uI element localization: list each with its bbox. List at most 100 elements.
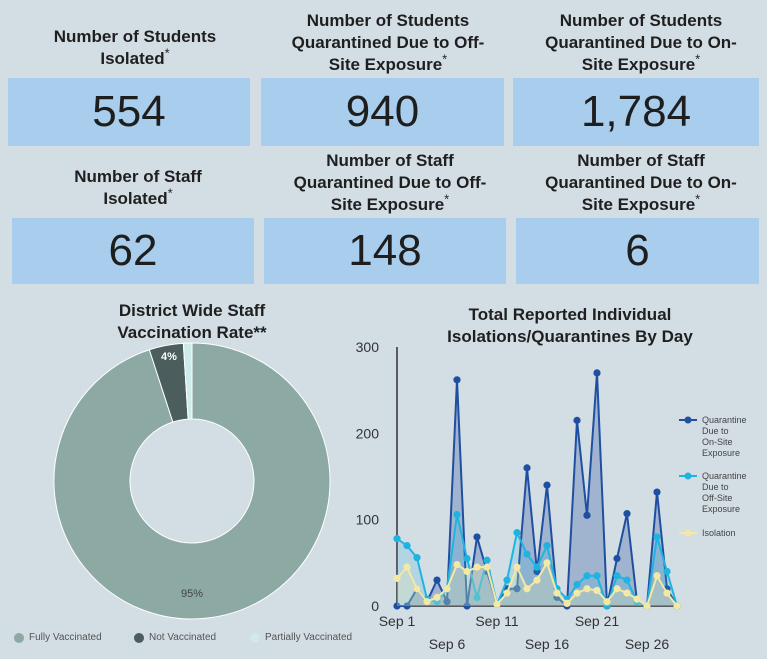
card-title: Number of Staff Quarantined Due to Off-S… <box>293 151 487 214</box>
data-point[interactable] <box>393 535 401 543</box>
data-point[interactable] <box>663 589 671 597</box>
card-title: Number of Staff Isolated* <box>74 167 202 208</box>
x-tick-label: Sep 21 <box>575 613 620 629</box>
data-point[interactable] <box>583 585 591 593</box>
data-point[interactable] <box>523 464 531 472</box>
data-point[interactable] <box>403 541 411 550</box>
data-point[interactable] <box>473 593 481 601</box>
x-tick-label: Sep 6 <box>429 636 466 652</box>
data-point[interactable] <box>513 529 521 537</box>
data-point[interactable] <box>433 593 441 601</box>
legend-swatch <box>684 529 692 537</box>
data-point[interactable] <box>533 576 541 584</box>
data-point[interactable] <box>603 598 611 606</box>
card-value: 1,784 <box>513 78 759 146</box>
data-point[interactable] <box>543 481 551 489</box>
data-point[interactable] <box>483 563 491 571</box>
data-point[interactable] <box>643 602 651 610</box>
data-point[interactable] <box>393 602 401 610</box>
data-point[interactable] <box>613 585 621 593</box>
legend-item[interactable]: Quarantine Due to Off-Site Exposure <box>679 471 747 514</box>
data-point[interactable] <box>533 563 541 571</box>
card-value: 940 <box>261 78 504 146</box>
card-title: Number of Students Quarantined Due to On… <box>545 11 737 74</box>
data-point[interactable] <box>453 376 461 384</box>
legend-swatch <box>684 472 692 480</box>
data-point[interactable] <box>523 550 531 558</box>
data-point[interactable] <box>513 585 521 593</box>
data-point[interactable] <box>423 598 431 606</box>
data-point[interactable] <box>613 554 621 563</box>
data-point[interactable] <box>543 541 551 550</box>
donut-slice[interactable] <box>53 342 331 620</box>
data-point[interactable] <box>593 572 601 580</box>
data-point[interactable] <box>403 602 411 610</box>
data-point[interactable] <box>483 556 491 564</box>
x-tick-label: Sep 16 <box>525 636 570 652</box>
y-tick-label: 0 <box>371 598 379 614</box>
data-point[interactable] <box>503 576 511 584</box>
legend-item[interactable]: Partially Vaccinated <box>250 632 352 643</box>
legend-label: Fully Vaccinated <box>29 632 102 643</box>
x-tick-label: Sep 1 <box>379 613 416 629</box>
donut-chart-title: District Wide Staff Vaccination Rate** <box>117 301 267 342</box>
data-point[interactable] <box>473 563 481 571</box>
data-point[interactable] <box>553 589 561 597</box>
data-point[interactable] <box>593 369 601 377</box>
data-point[interactable] <box>453 560 461 569</box>
data-point[interactable] <box>543 559 551 567</box>
data-point[interactable] <box>583 511 591 519</box>
data-point[interactable] <box>523 585 531 593</box>
data-point[interactable] <box>493 600 501 608</box>
data-point[interactable] <box>433 576 441 584</box>
legend-label: Quarantine Due to On-Site Exposure <box>702 415 747 458</box>
card-value: 148 <box>264 218 506 284</box>
data-point[interactable] <box>513 563 521 571</box>
data-point[interactable] <box>663 567 671 576</box>
x-tick-label: Sep 11 <box>475 613 519 629</box>
data-point[interactable] <box>503 589 511 597</box>
series-area <box>397 514 677 606</box>
data-point[interactable] <box>443 598 451 606</box>
data-point[interactable] <box>623 589 631 597</box>
data-point[interactable] <box>583 572 591 580</box>
vaccination-donut-chart: 95% 4% <box>53 342 331 620</box>
card-title: Number of Students Isolated* <box>53 27 217 68</box>
data-point[interactable] <box>593 586 601 595</box>
data-point[interactable] <box>613 572 621 580</box>
data-point[interactable] <box>653 488 661 496</box>
data-point[interactable] <box>413 554 421 562</box>
legend-item[interactable]: Not Vaccinated <box>134 632 216 643</box>
data-point[interactable] <box>563 599 571 608</box>
legend-label: Partially Vaccinated <box>265 632 353 643</box>
donut-slice[interactable] <box>182 342 193 420</box>
data-point[interactable] <box>443 585 451 593</box>
data-point[interactable] <box>573 580 581 589</box>
data-point[interactable] <box>623 510 631 518</box>
data-point[interactable] <box>413 585 421 593</box>
data-point[interactable] <box>453 510 461 519</box>
legend-swatch <box>250 632 260 643</box>
isolations-line-chart: 0 100 200 300 Sep 1 Sep 6 Sep 11 Sep 16 Sep 21 Se… <box>356 339 747 652</box>
legend-label: Not Vaccinated <box>149 632 217 643</box>
data-point[interactable] <box>463 602 471 610</box>
data-point[interactable] <box>623 576 631 584</box>
data-point[interactable] <box>573 589 581 597</box>
donut-slice-label: 4% <box>161 351 177 363</box>
legend-label: Quarantine Due to Off-Site Exposure <box>702 471 747 514</box>
legend-item[interactable]: Quarantine Due to On-Site Exposure <box>679 415 747 458</box>
data-point[interactable] <box>463 554 471 563</box>
data-point[interactable] <box>653 572 661 580</box>
legend-swatch <box>134 632 144 643</box>
legend-item[interactable]: Isolation <box>679 528 736 538</box>
data-point[interactable] <box>673 602 681 610</box>
legend-item[interactable]: Fully Vaccinated <box>14 632 102 643</box>
data-point[interactable] <box>653 533 661 541</box>
data-point[interactable] <box>463 567 471 576</box>
line-chart-title: Total Reported Individual Isolations/Qua… <box>447 305 693 346</box>
data-point[interactable] <box>403 563 411 571</box>
data-point[interactable] <box>573 416 581 424</box>
data-point[interactable] <box>393 574 401 582</box>
data-point[interactable] <box>633 595 641 603</box>
data-point[interactable] <box>473 533 481 541</box>
